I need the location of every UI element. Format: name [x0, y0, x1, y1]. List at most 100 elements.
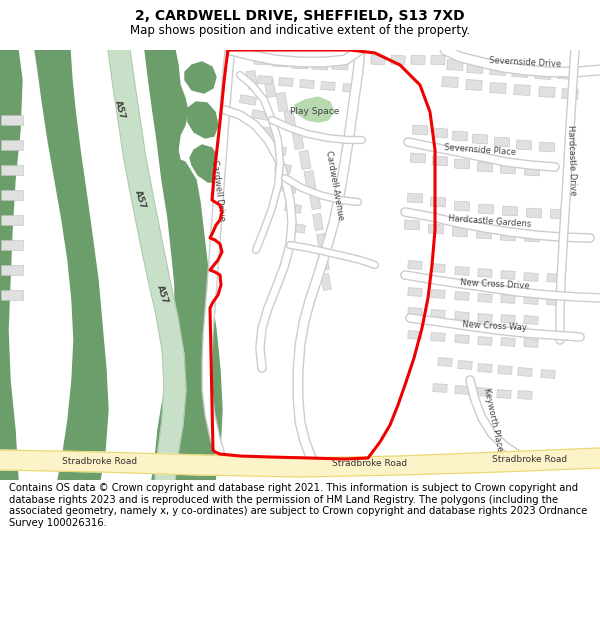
Bar — [1, 165, 23, 175]
Bar — [431, 264, 445, 272]
Bar — [300, 79, 314, 88]
Bar — [518, 391, 532, 399]
Bar — [547, 274, 561, 282]
Text: A57: A57 — [133, 189, 147, 211]
Bar — [272, 57, 288, 67]
Polygon shape — [35, 50, 108, 480]
Bar — [455, 334, 469, 343]
Bar — [411, 55, 425, 65]
Bar — [428, 224, 444, 234]
Bar — [490, 64, 506, 76]
Bar — [501, 338, 515, 346]
Bar — [284, 111, 296, 129]
Bar — [562, 89, 578, 99]
Bar — [498, 366, 512, 374]
Bar — [477, 162, 493, 172]
Bar — [467, 62, 483, 73]
Bar — [455, 386, 469, 394]
Polygon shape — [185, 62, 216, 93]
Bar — [1, 290, 23, 300]
Bar — [454, 159, 470, 169]
Bar — [276, 92, 288, 112]
Bar — [313, 213, 323, 231]
Bar — [558, 69, 574, 79]
Bar — [500, 164, 516, 174]
Bar — [262, 127, 278, 138]
Text: Severnside Drive: Severnside Drive — [489, 56, 561, 68]
Bar — [472, 134, 488, 144]
Bar — [478, 314, 492, 322]
Bar — [452, 131, 468, 141]
Bar — [431, 55, 445, 65]
Text: 2, CARDWELL DRIVE, SHEFFIELD, S13 7XD: 2, CARDWELL DRIVE, SHEFFIELD, S13 7XD — [135, 9, 465, 23]
Bar — [455, 267, 469, 276]
Bar — [239, 94, 257, 106]
Bar — [512, 67, 528, 78]
Bar — [284, 202, 302, 213]
Text: Stradbroke Road: Stradbroke Road — [493, 456, 568, 464]
Text: Hardcastle Gardens: Hardcastle Gardens — [448, 214, 532, 228]
Text: Stradbroke Road: Stradbroke Road — [62, 456, 137, 466]
Bar — [410, 153, 426, 163]
Bar — [258, 76, 272, 84]
Bar — [526, 208, 542, 218]
Bar — [438, 357, 452, 366]
Bar — [478, 269, 492, 278]
Bar — [1, 115, 23, 125]
Bar — [279, 78, 293, 86]
Bar — [312, 60, 328, 70]
Bar — [431, 309, 445, 318]
Text: Play Space: Play Space — [290, 107, 340, 116]
Text: Cardwell Drive: Cardwell Drive — [210, 159, 226, 221]
Polygon shape — [0, 50, 22, 480]
Polygon shape — [108, 50, 186, 480]
Bar — [1, 265, 23, 275]
Bar — [289, 222, 305, 233]
Bar — [317, 233, 328, 251]
Bar — [1, 215, 23, 225]
Bar — [466, 79, 482, 91]
Bar — [478, 337, 492, 346]
Bar — [524, 166, 540, 176]
Bar — [309, 191, 321, 209]
Bar — [524, 296, 538, 304]
Bar — [343, 84, 357, 92]
Bar — [269, 144, 287, 156]
Bar — [539, 142, 555, 152]
Bar — [404, 220, 420, 230]
Text: New Cross Way: New Cross Way — [463, 320, 527, 332]
Bar — [1, 140, 23, 150]
Bar — [478, 294, 492, 302]
Bar — [455, 292, 469, 301]
Bar — [254, 55, 270, 65]
Bar — [547, 297, 561, 306]
Polygon shape — [0, 448, 600, 477]
Text: Map shows position and indicative extent of the property.: Map shows position and indicative extent… — [130, 24, 470, 37]
Bar — [502, 206, 518, 216]
Text: Severnside Place: Severnside Place — [444, 143, 516, 157]
Bar — [408, 261, 422, 269]
Bar — [432, 128, 448, 138]
Text: New Cross Drive: New Cross Drive — [460, 278, 530, 291]
Bar — [524, 272, 538, 281]
Polygon shape — [145, 50, 222, 480]
Bar — [431, 289, 445, 298]
Polygon shape — [190, 145, 220, 182]
Bar — [524, 339, 538, 348]
Bar — [319, 253, 329, 271]
Bar — [518, 368, 532, 376]
Bar — [452, 227, 468, 237]
Bar — [408, 288, 422, 296]
Bar — [454, 201, 470, 211]
Text: Contains OS data © Crown copyright and database right 2021. This information is : Contains OS data © Crown copyright and d… — [9, 483, 587, 528]
Text: Cardwell Avenue: Cardwell Avenue — [325, 149, 346, 221]
Bar — [321, 82, 335, 91]
Text: Hardcastle Drive: Hardcastle Drive — [566, 124, 578, 196]
Bar — [501, 314, 515, 323]
Bar — [497, 389, 511, 398]
Bar — [264, 78, 276, 98]
Bar — [320, 273, 331, 291]
Bar — [442, 77, 458, 88]
Bar — [501, 271, 515, 279]
Bar — [447, 59, 463, 71]
